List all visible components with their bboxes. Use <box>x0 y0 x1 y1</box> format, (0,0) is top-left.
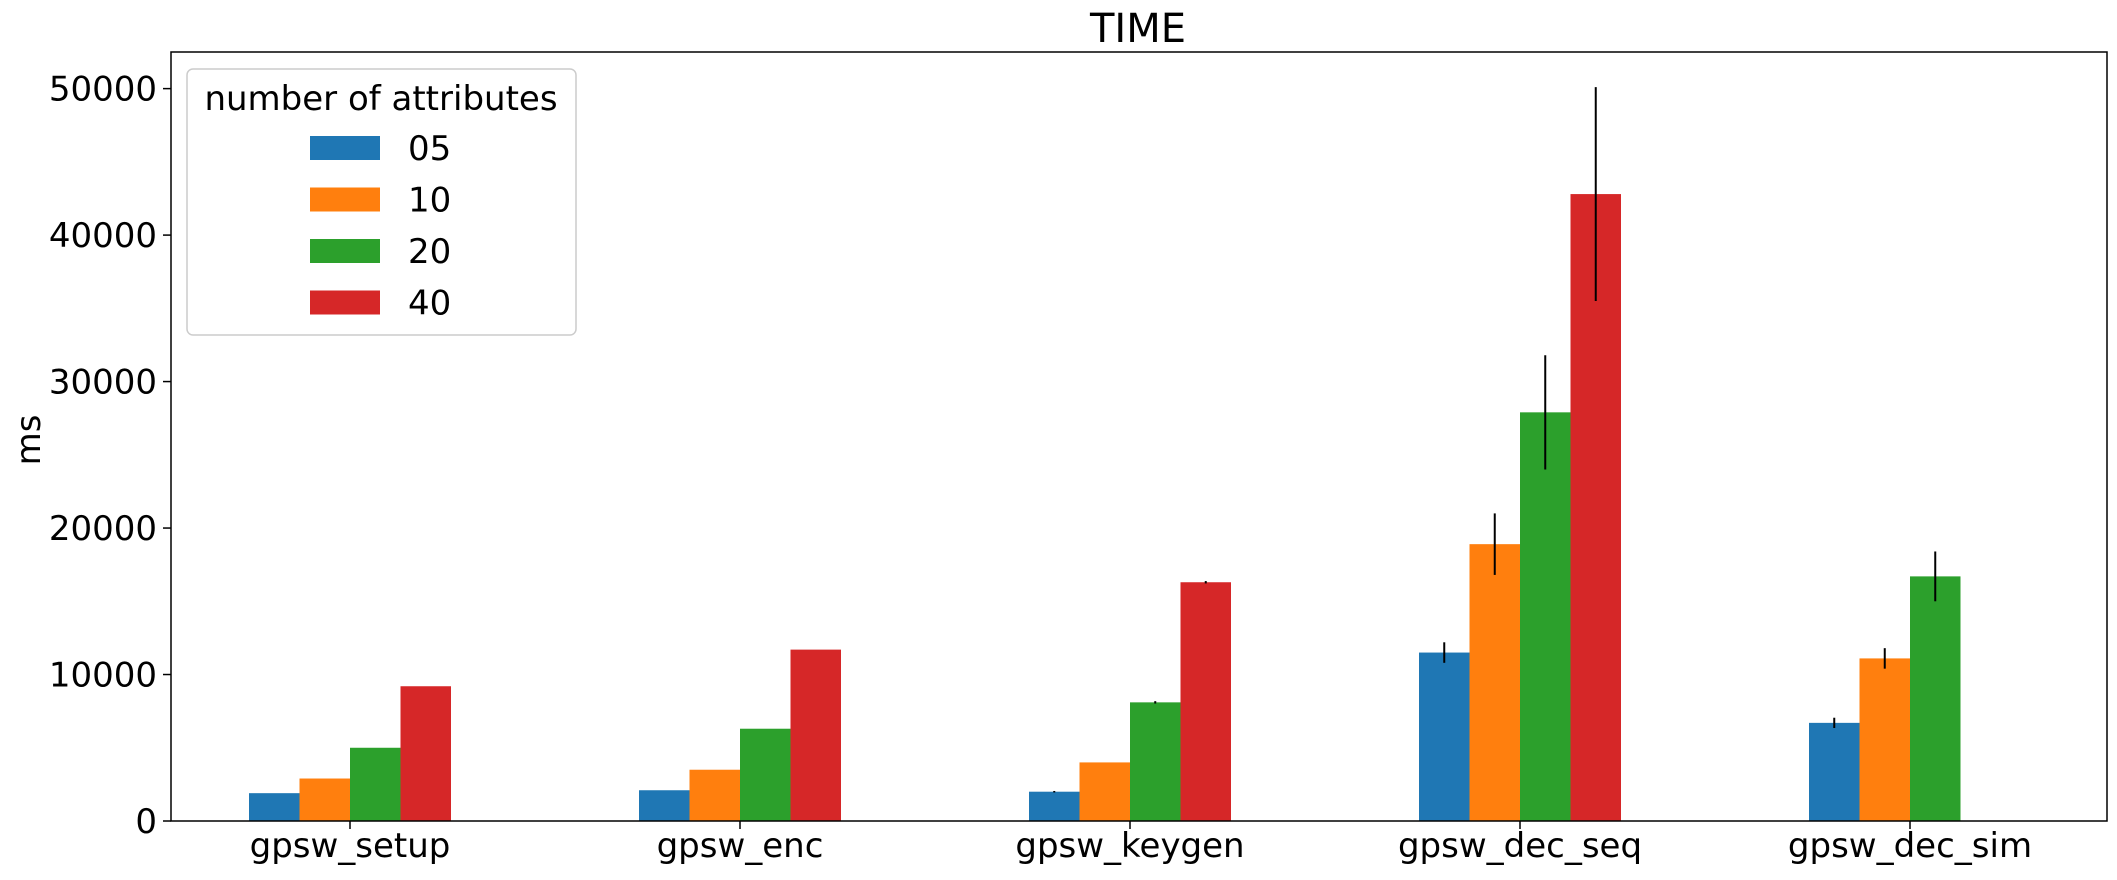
bar-10-gpsw_dec_seq <box>1469 544 1520 821</box>
legend-title: number of attributes <box>204 79 557 119</box>
bar-40-gpsw_enc <box>790 649 841 821</box>
bar-05-gpsw_dec_seq <box>1419 652 1470 821</box>
bar-40-gpsw_setup <box>400 686 451 821</box>
bar-20-gpsw_setup <box>350 747 401 821</box>
bar-10-gpsw_dec_sim <box>1859 658 1910 821</box>
x-tick-label: gpsw_dec_sim <box>1788 826 2032 866</box>
x-tick-label: gpsw_keygen <box>1015 826 1244 866</box>
bar-10-gpsw_setup <box>299 778 350 821</box>
x-tick-label: gpsw_setup <box>250 826 451 866</box>
bar-05-gpsw_dec_sim <box>1809 722 1860 821</box>
legend-label-05: 05 <box>408 129 451 169</box>
bar-05-gpsw_keygen <box>1029 791 1080 821</box>
legend-label-10: 10 <box>408 181 451 221</box>
legend-swatch-20 <box>310 239 380 263</box>
bar-20-gpsw_keygen <box>1130 702 1181 821</box>
y-tick-label: 0 <box>135 802 157 842</box>
y-tick-label: 20000 <box>49 509 157 549</box>
bar-05-gpsw_enc <box>639 790 690 821</box>
y-tick-label: 50000 <box>49 70 157 110</box>
legend: number of attributes 05 10 20 40 <box>186 68 577 336</box>
legend-label-20: 20 <box>408 232 451 272</box>
y-tick-label: 10000 <box>49 656 157 696</box>
bars-layer <box>249 194 1961 821</box>
legend-box <box>186 68 577 336</box>
x-tick-label: gpsw_dec_seq <box>1398 826 1642 866</box>
plot-frame <box>170 51 2108 822</box>
bar-10-gpsw_keygen <box>1079 762 1130 821</box>
bar-05-gpsw_setup <box>249 793 300 821</box>
bar-20-gpsw_enc <box>740 728 791 821</box>
legend-label-40: 40 <box>408 284 451 324</box>
chart-title: TIME <box>1089 6 1186 52</box>
bar-40-gpsw_keygen <box>1180 582 1231 821</box>
legend-swatch-05 <box>310 136 380 160</box>
y-tick-label: 40000 <box>49 216 157 256</box>
x-tick-label: gpsw_enc <box>657 826 824 866</box>
x-ticks-layer: gpsw_setup gpsw_enc gpsw_keygen gpsw_dec_se… <box>250 821 2032 866</box>
error-bars-layer <box>1053 87 1937 793</box>
bar-20-gpsw_dec_sim <box>1910 576 1961 821</box>
bar-20-gpsw_dec_seq <box>1520 412 1571 821</box>
y-ticks-layer: 0 10000 20000 30000 40000 50000 <box>49 70 171 842</box>
legend-swatch-40 <box>310 290 380 315</box>
y-tick-label: 30000 <box>49 363 157 403</box>
legend-swatch-10 <box>310 187 380 212</box>
bar-10-gpsw_enc <box>689 769 740 821</box>
legend-entries: 05 10 20 40 <box>310 129 451 324</box>
y-axis-label: ms <box>9 415 49 466</box>
